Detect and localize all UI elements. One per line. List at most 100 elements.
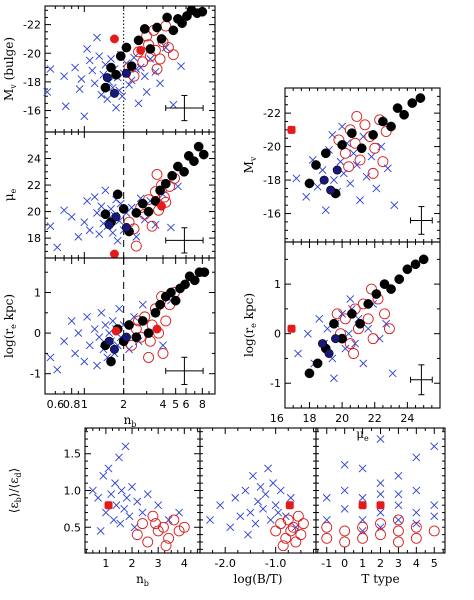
cross-point <box>125 80 133 89</box>
cross-point <box>105 329 114 338</box>
cross-point <box>352 161 361 169</box>
cross-point <box>321 206 330 215</box>
open-circle-point <box>137 518 148 530</box>
cross-point <box>116 519 125 528</box>
error-bar <box>165 227 204 254</box>
filled-dot-point <box>410 259 421 270</box>
filled-dot-point <box>189 275 200 286</box>
cross-point <box>90 325 99 333</box>
cross-point <box>154 501 163 510</box>
filled-dot-point <box>304 178 315 189</box>
y-tick-label: -18 <box>263 174 281 187</box>
red-dot-point <box>358 501 367 510</box>
cross-point <box>169 100 178 109</box>
cross-point <box>376 508 385 517</box>
cross-point <box>115 453 123 462</box>
cross-point <box>108 228 117 237</box>
navy-dot-point <box>332 165 342 175</box>
y-tick-label: 1 <box>274 278 281 291</box>
open-circle-point <box>392 525 404 537</box>
axes-frame <box>199 427 317 554</box>
cross-point <box>103 95 112 103</box>
panel-eps_T: -1 0 1 2 3 4 5 T type <box>315 427 446 586</box>
x-tick-label: 4 <box>181 557 188 570</box>
open-circle-point <box>160 315 172 327</box>
cross-point <box>118 92 127 101</box>
panel-mue_Mv: -16 -18 -20 -22 Mv <box>242 87 441 243</box>
cross-point <box>122 493 131 502</box>
filled-dot-point <box>111 69 121 80</box>
cross-point <box>231 493 240 502</box>
open-circle-point <box>339 313 351 325</box>
x-tick-label: 2 <box>377 557 384 570</box>
red-dot-point <box>157 201 167 211</box>
cross-point <box>269 479 278 488</box>
filled-dot-point <box>137 198 148 209</box>
cross-point <box>349 149 358 158</box>
open-circle-point <box>410 532 422 544</box>
cross-point <box>85 341 94 350</box>
open-circle-point <box>410 521 422 533</box>
open-circle-point <box>343 161 355 173</box>
navy-dot-point <box>102 73 112 83</box>
cross-point <box>330 176 338 184</box>
cross-point <box>359 359 368 368</box>
cross-point <box>101 186 110 195</box>
open-circle-point <box>295 529 307 541</box>
y-axis-label: log(re kpc) <box>242 293 258 357</box>
error-bar <box>410 206 433 235</box>
cross-point <box>259 504 267 513</box>
cross-point <box>175 508 184 517</box>
cross-point <box>226 523 235 532</box>
cross-point <box>46 353 55 362</box>
open-circle-point <box>151 168 163 180</box>
navy-dot-point <box>121 222 131 232</box>
cross-point <box>130 53 138 62</box>
x-tick-label: 22 <box>368 412 382 425</box>
open-circle-point <box>168 514 180 526</box>
cross-point <box>95 333 104 342</box>
cross-point <box>412 453 421 462</box>
filled-dot-point <box>168 25 179 36</box>
x-tick-label: 5 <box>172 398 179 411</box>
error-bar <box>165 356 204 385</box>
red-dot-point <box>287 125 296 134</box>
navy-dot-point <box>104 220 114 230</box>
filled-dot-point <box>137 316 148 326</box>
filled-dot-point <box>356 143 367 154</box>
navy-dot-point <box>331 334 341 344</box>
cross-point <box>159 341 167 350</box>
cross-point <box>156 79 165 88</box>
filled-dot-point <box>386 121 396 132</box>
y-tick-label: 0 <box>34 327 41 340</box>
cross-point <box>313 182 322 191</box>
filled-dot-point <box>160 178 171 189</box>
cross-point <box>151 220 160 229</box>
cross-point <box>390 201 399 210</box>
cross-point <box>60 72 69 81</box>
filled-dot-point <box>133 35 144 46</box>
y-axis-label: Mv (bulge) <box>2 37 18 101</box>
x-tick-label: 20 <box>335 412 349 425</box>
x-tick-label: 8 <box>199 398 206 411</box>
filled-dot-point <box>347 309 357 319</box>
open-circle-point <box>167 49 179 61</box>
open-circle-point <box>367 167 379 179</box>
cross-point <box>99 471 108 480</box>
cross-point <box>241 486 250 495</box>
cross-point <box>67 317 76 325</box>
cross-point <box>67 212 76 221</box>
x-axis-label: nb <box>124 413 137 429</box>
cross-point <box>74 329 83 338</box>
open-circle-point <box>143 352 154 363</box>
y-tick-label: -20 <box>263 141 281 154</box>
cross-point <box>336 157 345 166</box>
open-circle-point <box>380 126 392 137</box>
filled-dot-point <box>180 279 190 290</box>
navy-dot-point <box>319 175 329 185</box>
cross-point <box>111 479 119 488</box>
open-circle-point <box>142 536 154 548</box>
cross-point <box>138 508 147 517</box>
